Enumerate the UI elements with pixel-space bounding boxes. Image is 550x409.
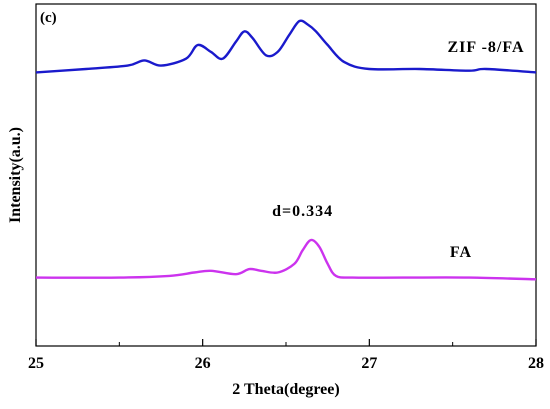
series-label: ZIF -8/FA	[448, 39, 525, 56]
x-axis-title: 2 Theta(degree)	[232, 381, 339, 398]
x-ticks: 25 26 27 28	[28, 339, 544, 372]
series-label: FA	[450, 244, 472, 261]
series-line-0	[35, 19, 537, 74]
x-tick-label: 27	[361, 355, 377, 372]
series-line-1	[35, 238, 537, 281]
series-lines	[35, 19, 537, 281]
peak-annotation: d=0.334	[272, 203, 333, 220]
x-tick-label: 25	[28, 355, 44, 372]
y-axis-title: Intensity(a.u.)	[7, 127, 24, 223]
x-tick-label: 28	[528, 355, 544, 372]
x-tick-label: 26	[195, 355, 211, 372]
panel-label: (c)	[40, 10, 57, 26]
